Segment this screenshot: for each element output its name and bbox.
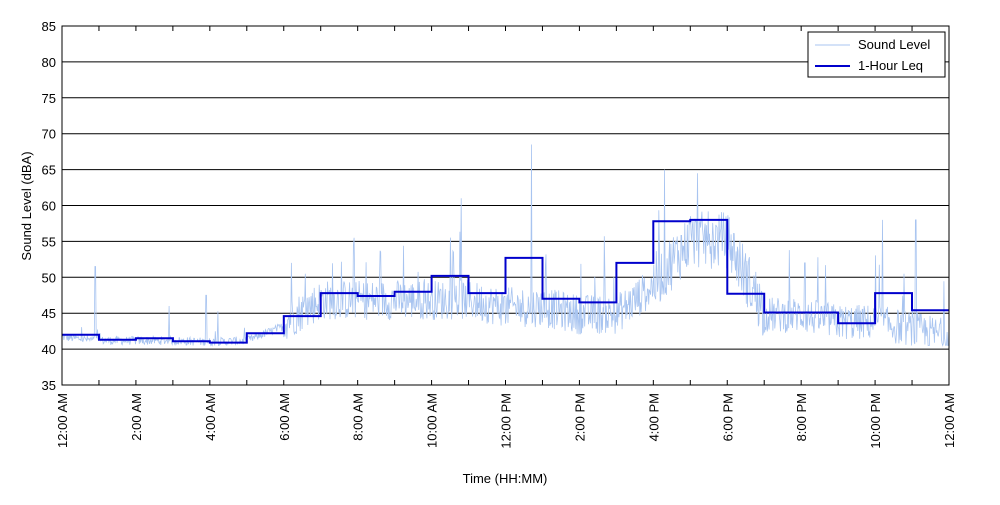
x-tick-label: 12:00 AM xyxy=(55,393,70,448)
y-tick-label: 80 xyxy=(42,55,56,70)
legend-box xyxy=(807,31,946,78)
y-axis-ticks: 35 40 45 50 55 60 65 70 75 80 85 xyxy=(42,19,56,393)
leq-series xyxy=(62,218,949,344)
x-tick-label: 6:00 AM xyxy=(277,393,292,441)
x-tick-label: 4:00 AM xyxy=(203,393,218,441)
y-tick-label: 40 xyxy=(42,342,56,357)
x-tick-label: 10:00 AM xyxy=(425,393,440,448)
y-tick-label: 55 xyxy=(42,234,56,249)
y-tick-label: 85 xyxy=(42,19,56,34)
y-tick-label: 70 xyxy=(42,127,56,142)
leq-step-line xyxy=(62,218,949,344)
y-tick-label: 75 xyxy=(42,91,56,106)
legend-label-sound-level: Sound Level xyxy=(858,37,930,52)
y-tick-label: 35 xyxy=(42,378,56,393)
sound-level-series xyxy=(61,144,950,347)
x-tick-label: 8:00 PM xyxy=(794,393,809,441)
y-tick-label: 65 xyxy=(42,163,56,178)
x-tick-label: 12:00 PM xyxy=(499,393,514,449)
x-tick-label: 2:00 AM xyxy=(129,393,144,441)
x-tick-label: 12:00 AM xyxy=(942,393,957,448)
y-axis-title: Sound Level (dBA) xyxy=(19,151,34,260)
x-tick-label: 4:00 PM xyxy=(646,393,661,441)
legend-label-leq: 1-Hour Leq xyxy=(858,58,923,73)
x-axis-title: Time (HH:MM) xyxy=(463,471,548,486)
x-tick-label: 8:00 AM xyxy=(351,393,366,441)
legend: Sound Level 1-Hour Leq xyxy=(807,31,946,78)
y-tick-label: 60 xyxy=(42,199,56,214)
x-axis-ticks: 12:00 AM 2:00 AM 4:00 AM 6:00 AM 8:00 AM 10:0… xyxy=(55,26,957,449)
x-tick-label: 6:00 PM xyxy=(720,393,735,441)
y-tick-label: 45 xyxy=(42,306,56,321)
x-tick-label: 10:00 PM xyxy=(868,393,883,449)
x-tick-label: 2:00 PM xyxy=(572,393,587,441)
sound-level-line xyxy=(61,144,950,347)
y-tick-label: 50 xyxy=(42,270,56,285)
